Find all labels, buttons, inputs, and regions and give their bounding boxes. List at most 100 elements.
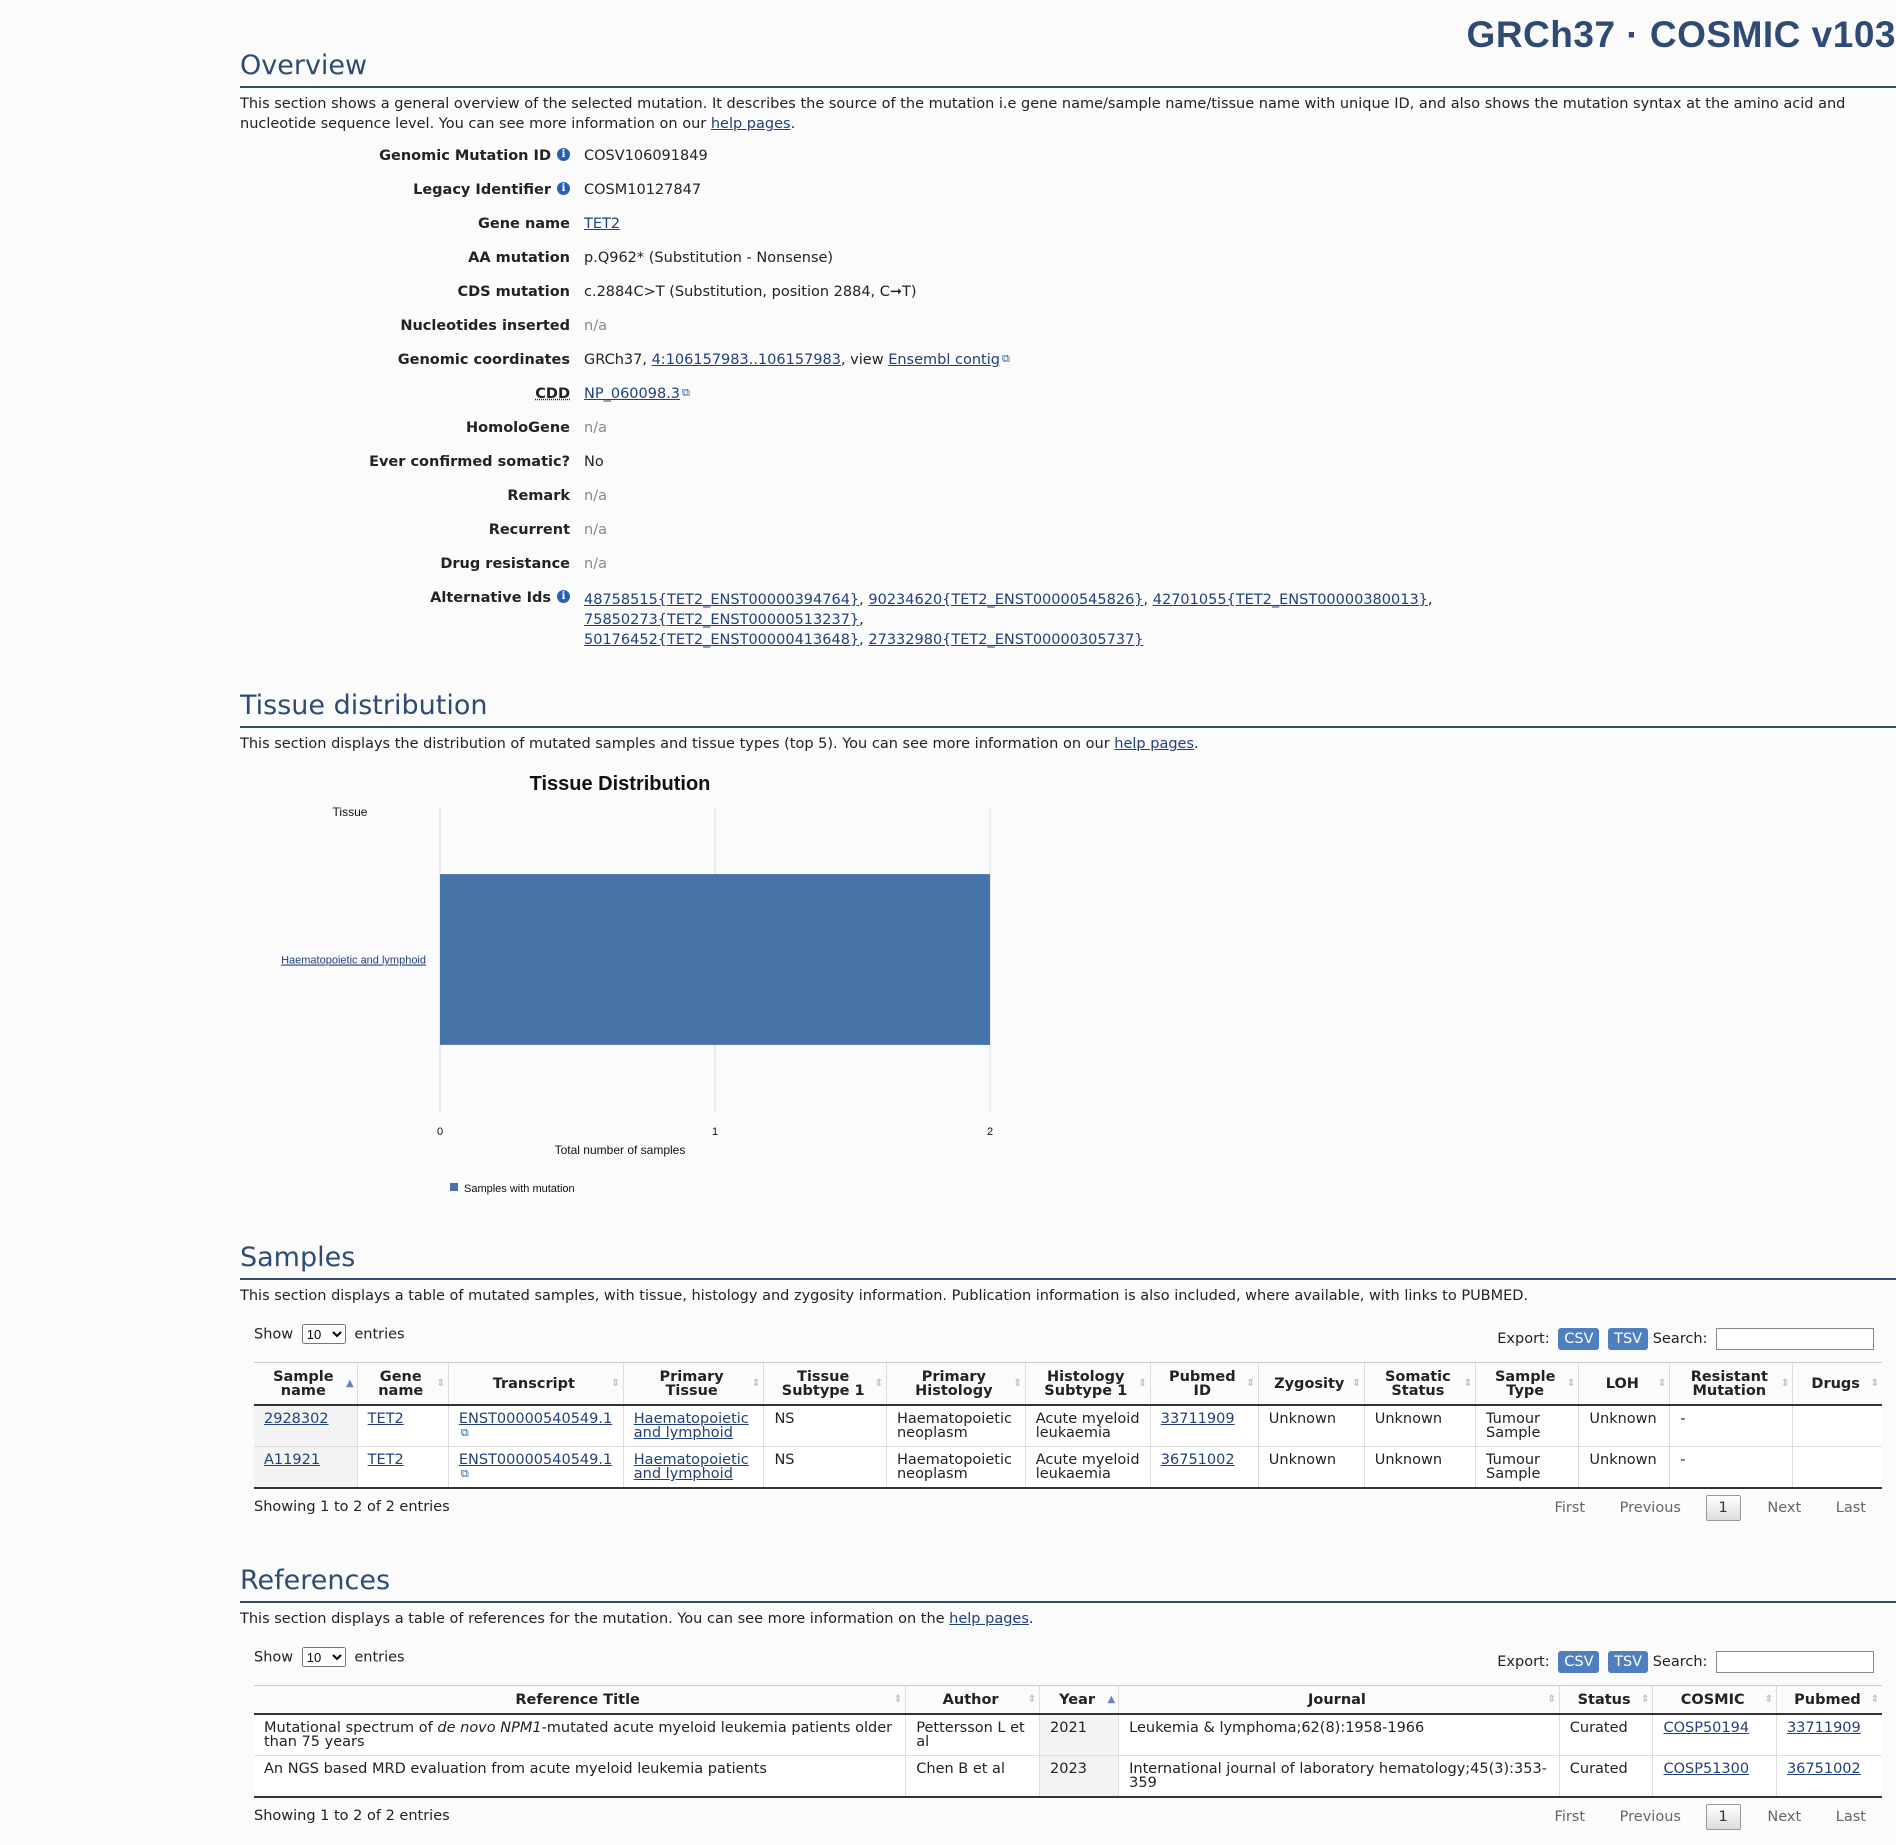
tissue-desc-end: . <box>1194 736 1199 752</box>
samples-column-header[interactable]: Tissue Subtype 1 ⇕ <box>763 1362 887 1406</box>
next-page-button[interactable]: Next <box>1767 1809 1802 1825</box>
references-column-header[interactable]: Status ⇕ <box>1558 1685 1653 1715</box>
previous-page-button[interactable]: Previous <box>1619 1500 1681 1516</box>
sort-icon: ⇕ <box>893 1693 903 1705</box>
transcript-link[interactable]: ENST00000540549.1 <box>458 1452 613 1468</box>
references-column-header[interactable]: Year ▲ <box>1039 1685 1119 1715</box>
samples-csv-button[interactable]: CSV <box>1558 1328 1600 1350</box>
samples-page-size-select[interactable]: 10 <box>301 1324 346 1344</box>
references-csv-button[interactable]: CSV <box>1558 1651 1600 1673</box>
current-page-button[interactable]: 1 <box>1705 1804 1741 1830</box>
samples-pager: Showing 1 to 2 of 2 entries First Previo… <box>240 1489 1896 1529</box>
table-cell: Acute myeloid leukaemia <box>1024 1446 1151 1489</box>
gene-name-link[interactable]: TET2 <box>584 216 621 232</box>
row-aa-mutation: AA mutation p.Q962* (Substitution - Nons… <box>240 248 1704 282</box>
alternative-id-link[interactable]: 50176452{TET2_ENST00000413648} <box>584 632 860 648</box>
legend-label[interactable]: Samples with mutation <box>464 1183 575 1195</box>
overview-help-link[interactable]: help pages <box>710 116 791 132</box>
references-column-header[interactable]: Author ⇕ <box>905 1685 1040 1715</box>
ensembl-contig-link[interactable]: Ensembl contig <box>888 352 1000 368</box>
sample-name-link[interactable]: 2928302 <box>264 1411 329 1427</box>
info-icon[interactable]: i <box>557 590 570 603</box>
field-label: Genomic coordinates <box>397 352 570 368</box>
previous-page-button[interactable]: Previous <box>1619 1809 1681 1825</box>
view-text: , view <box>840 352 889 368</box>
samples-column-header[interactable]: Primary Tissue ⇕ <box>622 1362 764 1406</box>
first-page-button[interactable]: First <box>1554 1500 1586 1516</box>
alternative-id-link[interactable]: 75850273{TET2_ENST00000513237} <box>584 612 860 628</box>
info-icon[interactable]: i <box>557 182 570 195</box>
transcript-link[interactable]: ENST00000540549.1 <box>458 1411 613 1427</box>
primary-tissue-link[interactable]: Haematopoietic and lymphoid <box>633 1452 749 1482</box>
references-help-link[interactable]: help pages <box>949 1611 1029 1627</box>
overview-desc-end: . <box>790 116 796 132</box>
pubmed-link[interactable]: 33711909 <box>1160 1411 1235 1427</box>
cdd-link[interactable]: NP_060098.3 <box>584 386 681 402</box>
sort-icon: ⇕ <box>1013 1377 1022 1389</box>
sort-icon: ⇕ <box>436 1377 445 1389</box>
samples-column-header[interactable]: Primary Histology ⇕ <box>885 1362 1026 1406</box>
references-search-input[interactable] <box>1716 1651 1874 1673</box>
references-column-header[interactable]: COSMIC ⇕ <box>1652 1685 1777 1715</box>
cosmic-study-link[interactable]: COSP50194 <box>1663 1720 1750 1736</box>
sort-icon: ⇕ <box>1547 1693 1556 1705</box>
alternative-id-link[interactable]: 90234620{TET2_ENST00000545826} <box>868 592 1144 608</box>
reference-title-cell: An NGS based MRD evaluation from acute m… <box>254 1755 906 1798</box>
samples-column-header[interactable]: Gene name ⇕ <box>356 1362 449 1406</box>
gene-name-link[interactable]: TET2 <box>367 1411 404 1427</box>
field-label: Drug resistance <box>440 556 570 572</box>
references-column-header[interactable]: Reference Title ⇕ <box>254 1685 906 1715</box>
row-legacy-identifier: Legacy Identifier i COSM10127847 <box>240 180 1704 214</box>
year-cell: 2023 <box>1039 1755 1119 1798</box>
sample-name-link[interactable]: A11921 <box>264 1452 321 1468</box>
alternative-id-link[interactable]: 27332980{TET2_ENST00000305737} <box>868 632 1144 648</box>
last-page-button[interactable]: Last <box>1835 1809 1866 1825</box>
samples-column-header[interactable]: Pubmed ID ⇕ <box>1149 1362 1259 1406</box>
references-tsv-button[interactable]: TSV <box>1608 1651 1649 1673</box>
samples-tsv-button[interactable]: TSV <box>1608 1328 1649 1350</box>
samples-column-header[interactable]: LOH ⇕ <box>1578 1362 1670 1406</box>
gene-name-link[interactable]: TET2 <box>367 1452 404 1468</box>
primary-tissue-link[interactable]: Haematopoietic and lymphoid <box>633 1411 749 1441</box>
current-page-button[interactable]: 1 <box>1705 1495 1741 1521</box>
cell-text: Tumour Sample <box>1486 1411 1541 1441</box>
next-page-button[interactable]: Next <box>1767 1500 1802 1516</box>
samples-body: 2928302 TET2 ENST00000540549.1⧉ Haematopoie… <box>254 1405 1882 1489</box>
references-column-header[interactable]: Journal ⇕ <box>1118 1685 1560 1715</box>
references-page-size-select[interactable]: 10 <box>301 1647 346 1667</box>
sort-icon: ⇕ <box>611 1377 620 1389</box>
alternative-id-link[interactable]: 42701055{TET2_ENST00000380013} <box>1152 592 1428 608</box>
samples-column-header[interactable]: Zygosity ⇕ <box>1257 1362 1365 1406</box>
alternative-id-link[interactable]: 48758515{TET2_ENST00000394764} <box>584 592 860 608</box>
samples-column-header[interactable]: Transcript ⇕ <box>447 1362 624 1406</box>
journal-cell: Leukemia & lymphoma;62(8):1958-1966 <box>1118 1714 1560 1756</box>
cell-text: NS <box>774 1411 795 1427</box>
last-page-button[interactable]: Last <box>1835 1500 1866 1516</box>
first-page-button[interactable]: First <box>1554 1809 1586 1825</box>
samples-column-header[interactable]: Histology Subtype 1 ⇕ <box>1024 1362 1151 1406</box>
tissue-help-link[interactable]: help pages <box>1114 736 1195 752</box>
samples-column-header[interactable]: Sample Type ⇕ <box>1475 1362 1579 1406</box>
samples-column-header[interactable]: Drugs ⇕ <box>1792 1362 1882 1406</box>
pubmed-link[interactable]: 36751002 <box>1786 1761 1861 1777</box>
references-column-header[interactable]: Pubmed ⇕ <box>1775 1685 1882 1715</box>
samples-column-header[interactable]: Somatic Status ⇕ <box>1363 1362 1476 1406</box>
samples-column-header[interactable]: Sample name ▲ <box>254 1362 358 1406</box>
cosmic-study-link[interactable]: COSP51300 <box>1663 1761 1750 1777</box>
pubmed-link[interactable]: 33711909 <box>1786 1720 1861 1736</box>
cds-mutation-value: c.2884C>T (Substitution, position 2884, … <box>584 284 917 300</box>
table-cell: Haematopoietic neoplasm <box>885 1446 1026 1489</box>
category-label-link[interactable]: Haematopoietic and lymphoid <box>281 955 426 967</box>
samples-search-input[interactable] <box>1716 1328 1874 1350</box>
pubmed-link[interactable]: 36751002 <box>1160 1452 1235 1468</box>
samples-column-header[interactable]: Resistant Mutation ⇕ <box>1669 1362 1793 1406</box>
export-label: Export: <box>1497 1331 1550 1347</box>
reference-title-text: An NGS based MRD evaluation from acute m… <box>264 1761 767 1777</box>
value-cell: TET2 <box>584 214 1704 248</box>
coordinates-link[interactable]: 4:106157983..106157983 <box>651 352 841 368</box>
cell-text: Unknown <box>1374 1452 1443 1468</box>
references-desc-text: This section displays a table of referen… <box>240 1611 950 1627</box>
info-icon[interactable]: i <box>557 148 570 161</box>
table-cell: Unknown <box>1578 1405 1670 1447</box>
bar[interactable] <box>440 874 990 1045</box>
